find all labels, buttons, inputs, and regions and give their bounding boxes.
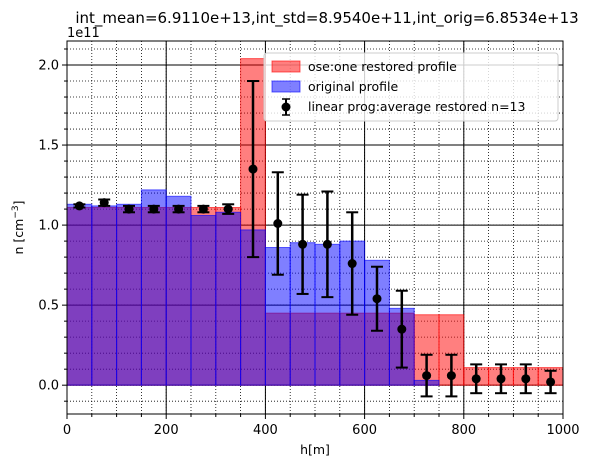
legend-average-label: linear prog:average restored n=13 bbox=[308, 99, 525, 114]
y-tick-label: 0.5 bbox=[38, 299, 59, 314]
x-tick-label: 1000 bbox=[546, 423, 579, 438]
original-bar bbox=[215, 211, 242, 386]
data-point bbox=[347, 259, 357, 269]
data-point bbox=[174, 204, 184, 214]
legend: ose:one restored profile original profile… bbox=[263, 52, 559, 122]
y-axis-label: n [cm−3] bbox=[11, 201, 26, 255]
y-tick-label: 0.0 bbox=[38, 379, 59, 394]
original-bar bbox=[66, 203, 93, 386]
original-bar bbox=[116, 203, 142, 386]
x-axis-label: h[m] bbox=[300, 442, 330, 457]
data-point bbox=[99, 198, 109, 208]
x-tick-label: 400 bbox=[253, 423, 278, 438]
legend-box bbox=[263, 52, 559, 122]
data-point bbox=[496, 374, 506, 384]
data-point bbox=[198, 204, 208, 214]
x-tick-label: 600 bbox=[352, 423, 377, 438]
legend-original-label: original profile bbox=[308, 79, 398, 94]
original-bar bbox=[190, 214, 217, 386]
x-tick-label: 800 bbox=[451, 423, 476, 438]
x-tick-label: 200 bbox=[154, 423, 179, 438]
legend-restored-label: ose:one restored profile bbox=[308, 59, 457, 74]
chart-title: int_mean=6.9110e+13,int_std=8.9540e+11,i… bbox=[75, 9, 578, 28]
y-tick-label: 1.5 bbox=[38, 139, 59, 154]
data-point bbox=[521, 374, 531, 384]
axes: 0 200 400 600 800 1000 0.0 0.5 1.0 1.5 2.0 1e11 h[m]… bbox=[11, 26, 580, 457]
data-point bbox=[149, 204, 159, 214]
data-point bbox=[422, 371, 432, 381]
legend-point-marker bbox=[281, 102, 291, 112]
data-point bbox=[322, 239, 332, 249]
data-point bbox=[446, 371, 456, 381]
data-point bbox=[471, 374, 481, 384]
data-point bbox=[298, 239, 308, 249]
data-point bbox=[223, 204, 233, 214]
data-point bbox=[74, 201, 84, 211]
y-tick-label: 1.0 bbox=[38, 219, 59, 234]
average-points bbox=[73, 80, 557, 398]
data-point bbox=[248, 164, 258, 174]
y-offset-label: 1e11 bbox=[67, 26, 100, 41]
data-point bbox=[397, 324, 407, 334]
legend-restored-swatch bbox=[271, 60, 301, 73]
x-tick-label: 0 bbox=[63, 423, 71, 438]
data-point bbox=[546, 377, 556, 387]
legend-original-swatch bbox=[271, 80, 301, 93]
data-point bbox=[124, 204, 134, 214]
original-bar bbox=[140, 189, 167, 386]
original-bar bbox=[165, 195, 192, 386]
data-point bbox=[273, 218, 283, 228]
original-bar bbox=[91, 205, 118, 386]
y-tick-label: 2.0 bbox=[38, 59, 59, 74]
data-point bbox=[372, 294, 382, 304]
